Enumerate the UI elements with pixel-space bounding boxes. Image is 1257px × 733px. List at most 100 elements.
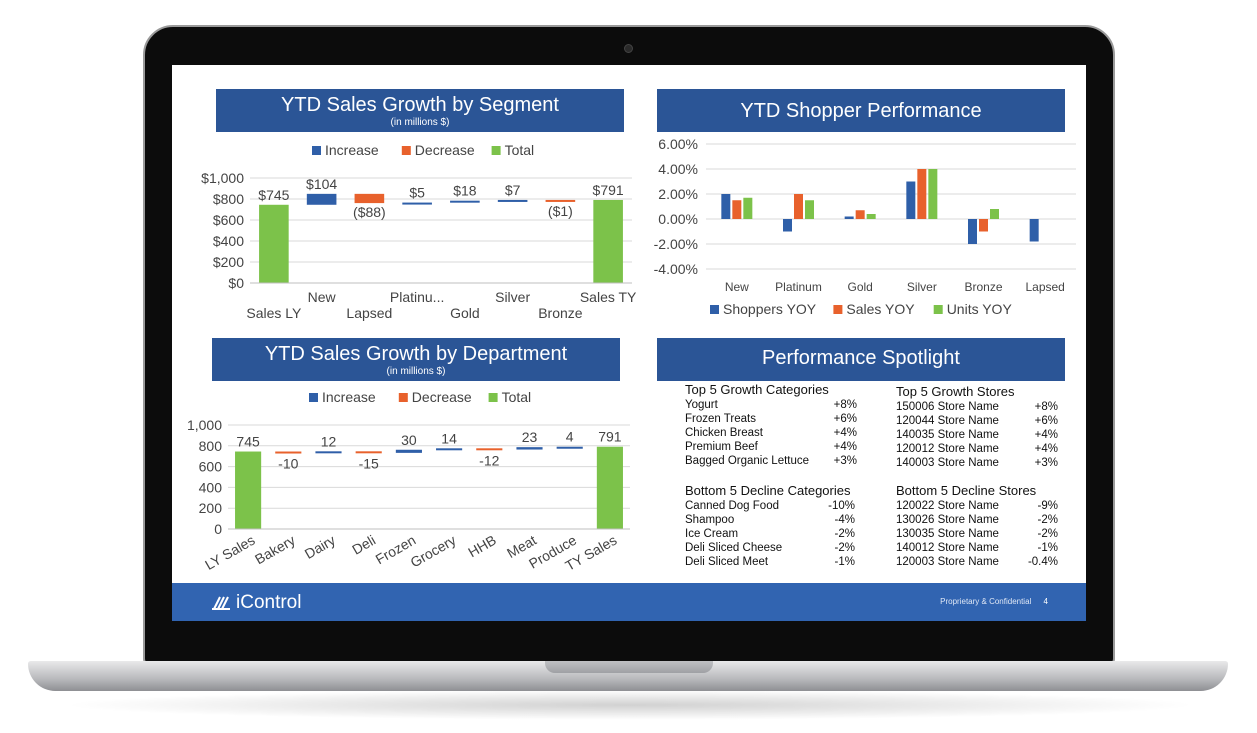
spotlight-item-name: 120003 Store Name — [896, 556, 999, 568]
y-tick-label: $600 — [213, 212, 244, 228]
spotlight-title: Performance Spotlight — [762, 347, 960, 369]
bar-increase — [497, 199, 528, 202]
spotlight-row: 130026 Store Name -2% — [896, 513, 1058, 527]
bar-decrease — [275, 451, 302, 454]
segment-chart-title: YTD Sales Growth by Segment — [281, 94, 559, 116]
x-tick-label: New — [725, 280, 749, 294]
legend-swatch — [710, 305, 719, 314]
bar-increase — [516, 447, 543, 450]
segment-chart-subtitle: (in millions $) — [390, 117, 450, 128]
y-tick-label: $0 — [228, 275, 244, 291]
spotlight-item-value: -0.4% — [1027, 556, 1058, 568]
spotlight-row: 120044 Store Name +6% — [896, 414, 1058, 428]
legend-label: Sales YOY — [846, 301, 915, 317]
spotlight-item-value: -2% — [834, 542, 855, 554]
x-tick-label: Lapsed — [1025, 280, 1064, 294]
data-label: $791 — [593, 182, 624, 198]
spotlight-item-name: Canned Dog Food — [685, 500, 779, 512]
y-tick-label: $400 — [213, 233, 244, 249]
x-tick-label: New — [308, 289, 337, 305]
y-tick-label: 200 — [199, 500, 223, 516]
spotlight-row: Shampoo -4% — [685, 513, 855, 527]
data-label: 791 — [598, 429, 622, 445]
y-tick-label: $1,000 — [201, 170, 244, 186]
y-tick-label: $200 — [213, 254, 244, 270]
bar-increase — [436, 448, 463, 451]
x-tick-label: Gold — [847, 280, 872, 294]
spotlight-row: Ice Cream -2% — [685, 527, 855, 541]
spotlight-item-name: Deli Sliced Cheese — [685, 542, 783, 554]
data-label: 12 — [321, 433, 337, 449]
bar-sales-yoy — [732, 200, 742, 219]
x-tick-label: Dairy — [302, 532, 338, 562]
x-tick-label: Platinum — [775, 280, 822, 294]
x-tick-label: Sales LY — [246, 305, 302, 321]
spotlight-item-value: +3% — [833, 455, 857, 467]
bar-increase — [402, 202, 432, 205]
y-tick-label: 400 — [199, 479, 223, 495]
spotlight-row: Yogurt +8% — [685, 398, 857, 412]
spotlight-row: Deli Sliced Cheese -2% — [685, 541, 855, 555]
top-growth-stores: Top 5 Growth Stores 150006 Store Name +8% 1… — [896, 384, 1058, 470]
y-tick-label: -4.00% — [654, 261, 698, 277]
segment-chart-title-bar: YTD Sales Growth by Segment (in millions… — [216, 89, 624, 132]
x-tick-label: Gold — [450, 305, 480, 321]
bar-decrease — [476, 448, 503, 451]
bar-units-yoy — [928, 169, 938, 219]
legend-swatch-increase — [309, 393, 318, 402]
spotlight-row: Premium Beef +4% — [685, 440, 857, 454]
legend-swatch — [933, 305, 943, 314]
y-tick-label: 6.00% — [658, 136, 698, 152]
spotlight-item-value: +3% — [1034, 457, 1058, 469]
y-tick-label: 1,000 — [187, 417, 222, 433]
spotlight-item-value: -2% — [1037, 514, 1058, 526]
bar-units-yoy — [805, 200, 814, 219]
spotlight-header: Top 5 Growth Categories — [685, 382, 829, 397]
legend-label-total: Total — [505, 142, 535, 158]
spotlight-row: Deli Sliced Meet -1% — [685, 555, 855, 569]
data-label: $18 — [453, 183, 477, 199]
spotlight-item-name: Ice Cream — [685, 528, 739, 540]
spotlight-row: 120003 Store Name -0.4% — [896, 555, 1058, 569]
data-label: $7 — [505, 182, 521, 198]
spotlight-item-value: -10% — [828, 500, 855, 512]
legend-swatch-decrease — [401, 146, 411, 155]
brand-mark-icon — [212, 596, 230, 610]
x-tick-label: LY Sales — [202, 532, 257, 573]
y-tick-label: 800 — [199, 438, 223, 454]
spotlight-item-name: Chicken Breast — [685, 427, 763, 439]
brand-name: iControl — [236, 592, 302, 613]
confidential-text: Proprietary & Confidential — [940, 597, 1032, 606]
spotlight-item-name: Premium Beef — [685, 441, 758, 453]
y-tick-label: $800 — [213, 191, 244, 207]
bar-total — [593, 199, 623, 283]
bar-total — [235, 451, 262, 529]
spotlight-item-name: Deli Sliced Meet — [685, 556, 769, 568]
spotlight-row: 130035 Store Name -2% — [896, 527, 1058, 541]
spotlight-item-name: Bagged Organic Lettuce — [685, 455, 810, 467]
spotlight-item-value: -9% — [1037, 500, 1058, 512]
legend-swatch-increase — [312, 146, 321, 155]
x-tick-label: Grocery — [407, 532, 458, 571]
bar-shoppers-yoy — [968, 219, 977, 244]
data-label: $5 — [409, 185, 425, 201]
department-chart-subtitle: (in millions $) — [386, 366, 446, 377]
x-tick-label: Silver — [495, 289, 530, 305]
spotlight-item-value: +6% — [1034, 415, 1058, 427]
data-label: ($88) — [353, 204, 386, 220]
bar-increase — [556, 446, 583, 449]
x-tick-label: Bakery — [252, 532, 298, 568]
spotlight-item-value: +4% — [1034, 429, 1058, 441]
data-label: 745 — [236, 434, 260, 450]
spotlight-row: 140012 Store Name -1% — [896, 541, 1058, 555]
data-label: 23 — [522, 429, 538, 445]
spotlight-item-name: Frozen Treats — [685, 413, 756, 425]
y-tick-label: 2.00% — [658, 186, 698, 202]
laptop-notch — [545, 661, 713, 673]
bottom-decline-stores: Bottom 5 Decline Stores 120022 Store Name… — [896, 483, 1058, 569]
y-tick-label: 0 — [214, 521, 222, 537]
spotlight-item-value: +4% — [833, 427, 857, 439]
spotlight-item-name: 120012 Store Name — [896, 443, 999, 455]
spotlight-title-bar: Performance Spotlight — [657, 338, 1065, 381]
y-tick-label: 600 — [199, 459, 223, 475]
